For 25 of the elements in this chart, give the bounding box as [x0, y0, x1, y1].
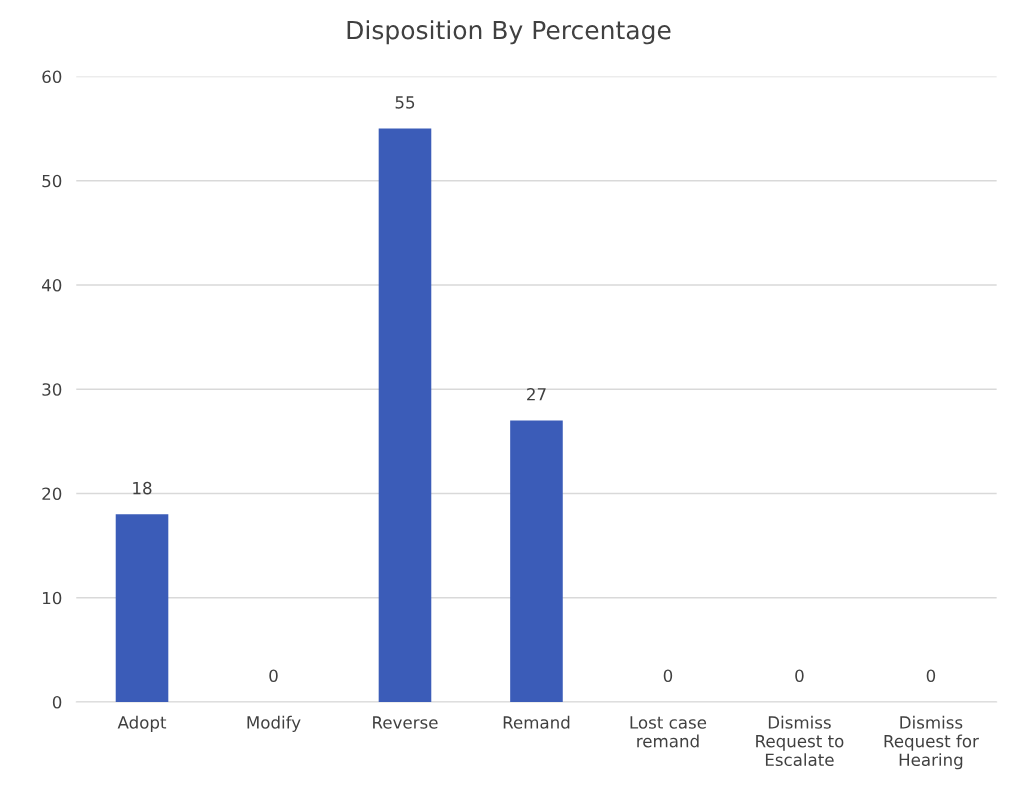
data-label: 27: [527, 387, 546, 401]
data-label: 0: [926, 669, 936, 683]
x-tick-label: Dismiss Request for Hearing: [884, 715, 979, 770]
data-label: 0: [269, 669, 278, 683]
chart-title: Disposition By Percentage: [347, 20, 671, 45]
bar: [378, 128, 432, 702]
data-label: 18: [133, 481, 152, 495]
x-tick-label: Dismiss Request to Escalate: [756, 715, 844, 767]
bar: [510, 420, 563, 702]
y-tick-label: 50: [42, 174, 62, 188]
x-tick-label: Lost case remand: [630, 716, 707, 748]
bar: [115, 514, 169, 702]
y-tick-label: 20: [42, 487, 62, 501]
x-tick-label: Remand: [503, 715, 570, 729]
x-tick-label: Modify: [247, 715, 301, 732]
y-tick-label: 60: [42, 70, 62, 84]
data-label: 0: [663, 669, 673, 683]
y-tick-label: 40: [41, 278, 62, 292]
data-label: 0: [795, 669, 804, 683]
y-tick-label: 30: [42, 383, 62, 396]
x-tick-label: Adopt: [117, 715, 167, 732]
data-label: 55: [395, 96, 415, 109]
y-tick-label: 10: [43, 591, 62, 605]
x-tick-label: Reverse: [373, 716, 438, 729]
y-tick-label: 0: [52, 695, 62, 709]
